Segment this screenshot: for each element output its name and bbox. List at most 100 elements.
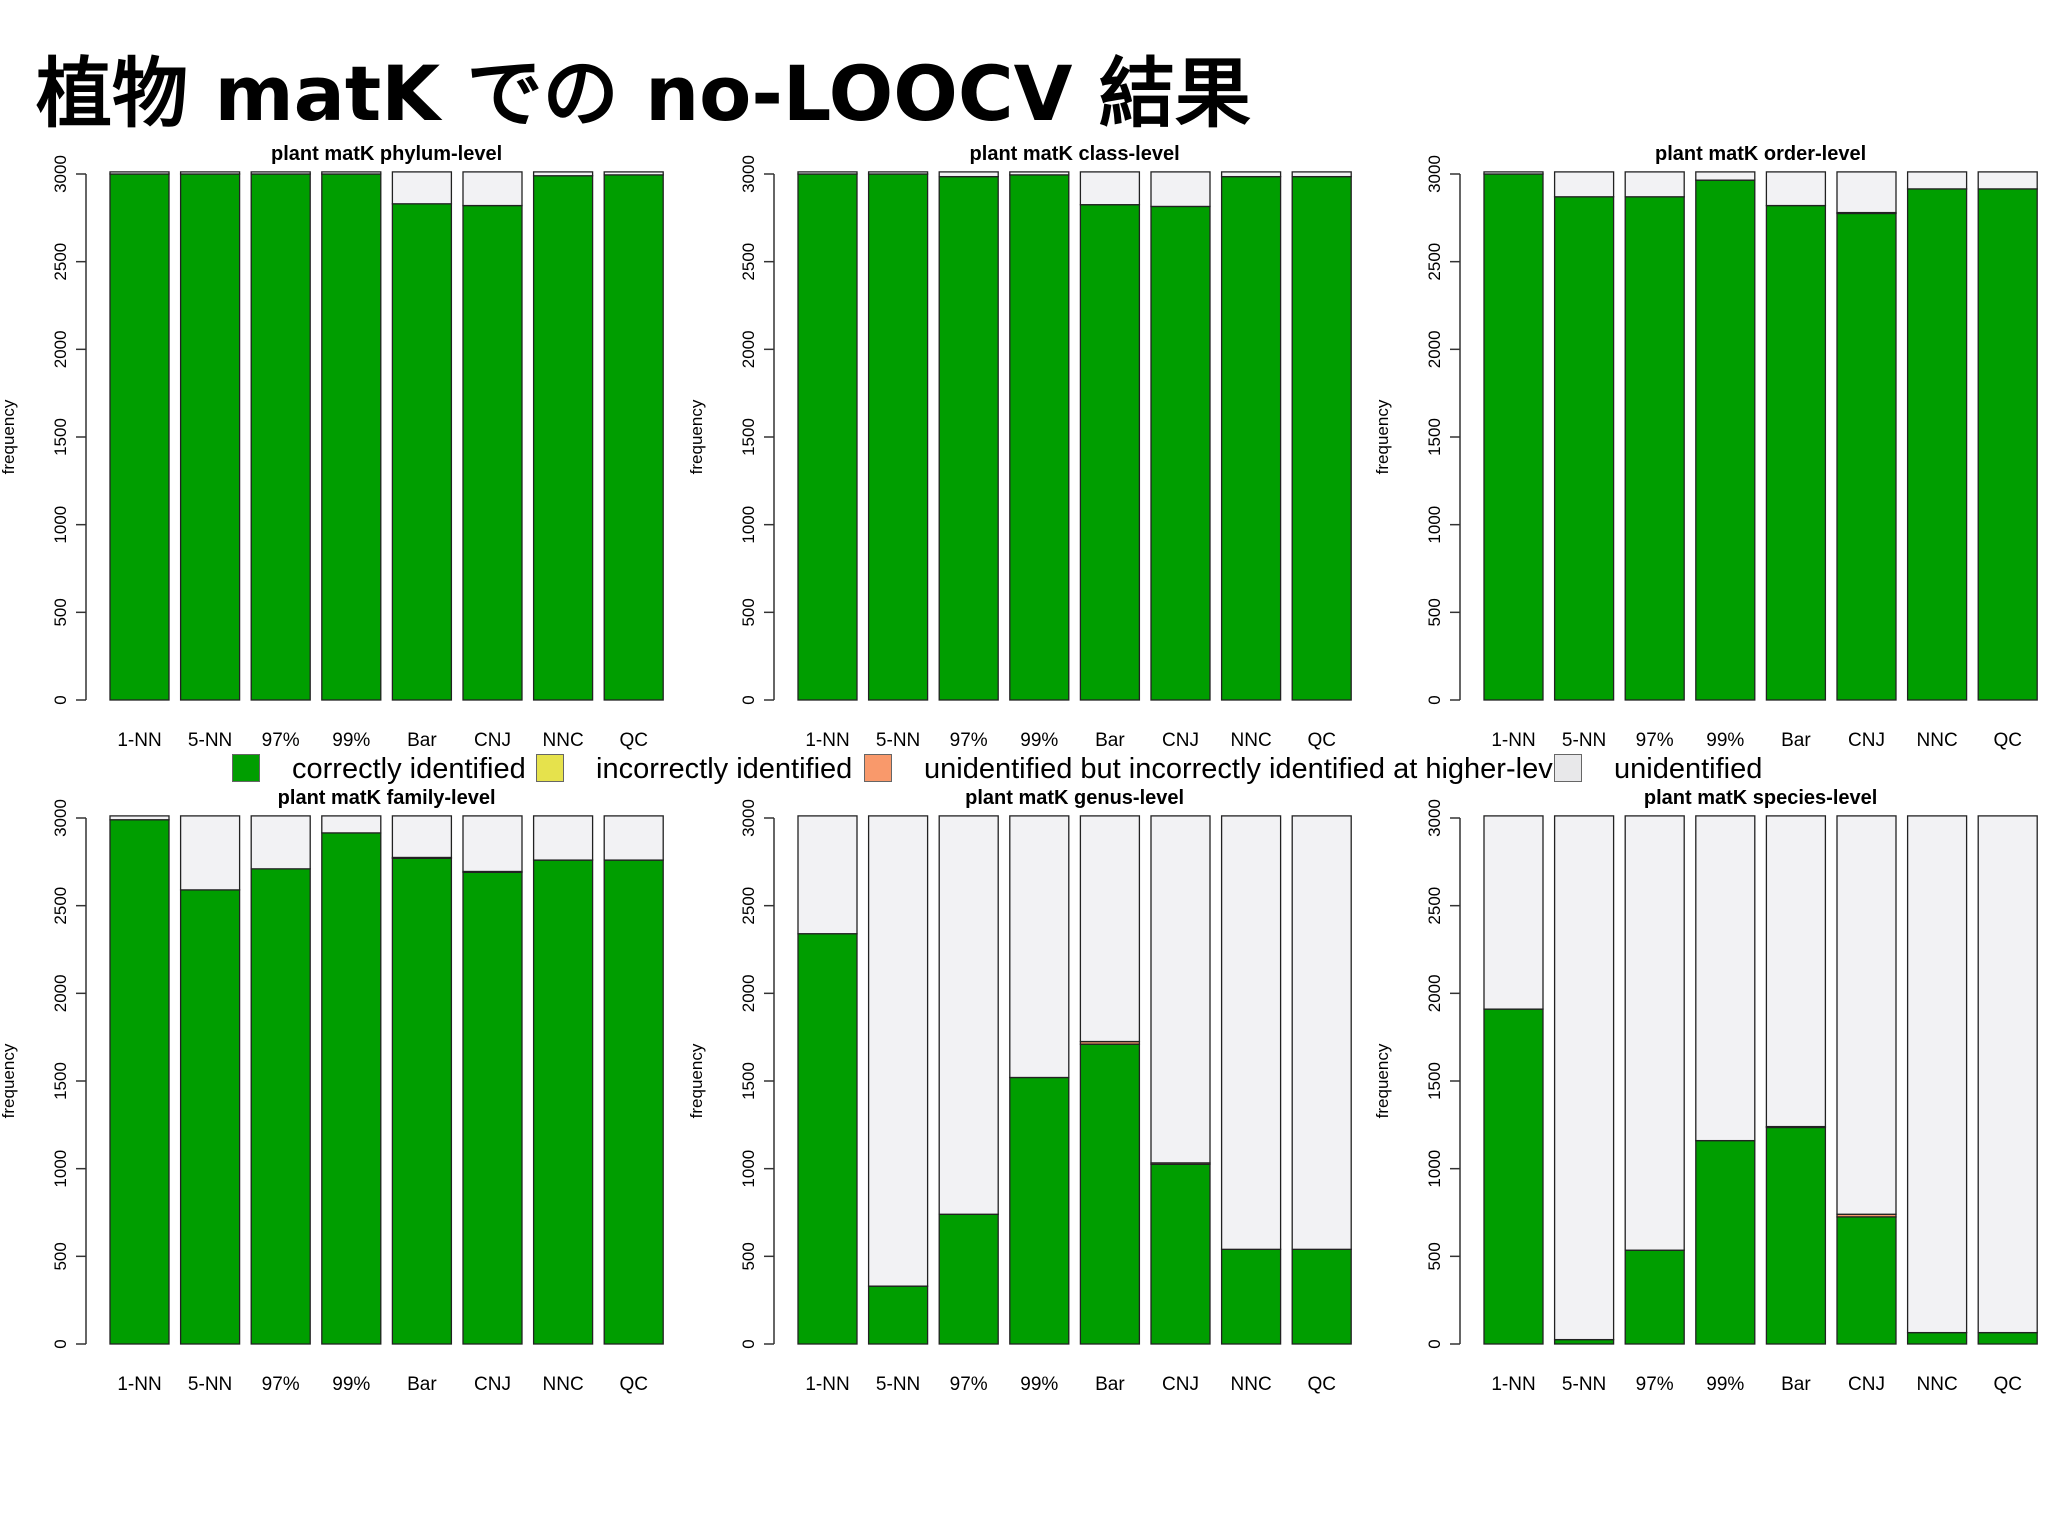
bar-unidentified [1624, 815, 1685, 1251]
y-tick-label: 0 [51, 1339, 70, 1348]
y-tick-label: 2500 [1425, 243, 1444, 281]
bar-correct [250, 868, 311, 1345]
bar-correct [938, 175, 999, 701]
x-tick-label: 1-NN [1491, 1374, 1535, 1395]
bar-correct [1553, 1338, 1615, 1345]
bar-unidentified [109, 815, 170, 821]
bar-correct [1079, 204, 1141, 701]
legend-swatch-correct [232, 754, 260, 782]
bar-unidentified [1765, 171, 1827, 207]
x-tick-label: Bar [407, 730, 437, 751]
y-axis-label: frequency [687, 399, 706, 474]
bar-unidentified [867, 815, 929, 1287]
bar-unidentified [250, 171, 311, 175]
y-tick-label: 500 [1425, 598, 1444, 626]
y-tick-label: 1500 [1425, 418, 1444, 456]
bar-unidentified [1220, 171, 1282, 178]
x-tick-label: 1-NN [117, 730, 161, 751]
bar-unidentified [1836, 171, 1897, 214]
legend-label-unidentified: unidentified [1614, 753, 1763, 785]
legend-swatch-unidentified [1554, 754, 1582, 782]
bar-correct [1483, 173, 1544, 701]
y-tick-label: 1000 [51, 1150, 70, 1188]
bar-correct [1695, 179, 1756, 701]
bar-correct [1906, 188, 1968, 701]
x-tick-label: 99% [1706, 1374, 1744, 1395]
bar-unidentified [1977, 171, 2038, 190]
bar-unidentified [391, 171, 453, 205]
y-tick-label: 1000 [1425, 506, 1444, 544]
x-tick-label: Bar [1095, 730, 1125, 751]
x-tick-label: 99% [1706, 730, 1744, 751]
x-tick-label: QC [619, 1374, 648, 1395]
bar-unidentified [1553, 171, 1615, 198]
bar-correct [1765, 1126, 1827, 1345]
bar-unidentified [1291, 171, 1352, 178]
y-tick-label: 500 [739, 1242, 758, 1270]
x-tick-label: 5-NN [876, 1374, 920, 1395]
bar-unidentified [603, 815, 664, 861]
bar-unidentified [797, 815, 858, 935]
y-axis-label: frequency [0, 399, 18, 474]
y-axis-label: frequency [0, 1043, 18, 1118]
bar-correct [1836, 1216, 1897, 1345]
y-tick-label: 3000 [739, 799, 758, 837]
x-tick-label: NNC [1231, 730, 1272, 751]
x-tick-label: 99% [332, 730, 370, 751]
bar-correct [1291, 1248, 1352, 1345]
legend-label-correct: correctly identified [292, 753, 526, 785]
bar-unidentified [462, 171, 523, 207]
bar-unidentified [250, 815, 311, 870]
bar-unidentified [1150, 815, 1211, 1164]
bar-unidentified [179, 815, 241, 891]
x-tick-label: 97% [1636, 730, 1674, 751]
bar-unidentified [1553, 815, 1615, 1341]
x-tick-label: Bar [407, 1374, 437, 1395]
x-tick-label: 1-NN [805, 1374, 849, 1395]
bar-unidentified [532, 815, 594, 861]
y-axis-label: frequency [687, 1043, 706, 1118]
legend-swatch-incorrect [536, 754, 564, 782]
x-tick-label: CNJ [1162, 730, 1199, 751]
bar-correct [1695, 1139, 1756, 1345]
x-tick-label: NNC [543, 730, 584, 751]
y-tick-label: 0 [739, 695, 758, 704]
y-tick-label: 1500 [51, 1062, 70, 1100]
y-tick-label: 0 [51, 695, 70, 704]
y-tick-label: 3000 [1425, 799, 1444, 837]
y-tick-label: 500 [1425, 1242, 1444, 1270]
bar-unidentified [1695, 171, 1756, 181]
x-tick-label: QC [1307, 1374, 1336, 1395]
x-tick-label: QC [619, 730, 648, 751]
x-tick-label: Bar [1781, 730, 1811, 751]
y-axis-label: frequency [1373, 399, 1392, 474]
bar-correct [109, 819, 170, 1345]
chart-panel-6: plant matK species-level frequency 0 500 100… [1373, 787, 2038, 1395]
y-tick-label: 3000 [51, 155, 70, 193]
bar-correct [1624, 1249, 1685, 1345]
y-tick-label: 1000 [51, 506, 70, 544]
y-tick-label: 3000 [51, 799, 70, 837]
bar-unidentified [1079, 815, 1141, 1043]
y-tick-label: 2000 [51, 330, 70, 368]
bar-correct [1836, 212, 1897, 701]
bar-unidentified [1836, 815, 1897, 1215]
bar-unidentified [1624, 171, 1685, 198]
y-tick-label: 1500 [1425, 1062, 1444, 1100]
bar-correct [1220, 1248, 1282, 1345]
bar-correct [250, 173, 311, 701]
bar-unidentified [1220, 815, 1282, 1250]
y-tick-label: 3000 [1425, 155, 1444, 193]
bar-correct [1977, 1331, 2038, 1345]
y-tick-label: 500 [51, 598, 70, 626]
y-tick-label: 0 [1425, 695, 1444, 704]
legend-swatch-higher-level [864, 754, 892, 782]
x-tick-label: 97% [950, 1374, 988, 1395]
bar-correct [1765, 204, 1827, 701]
bar-unidentified [179, 171, 241, 175]
y-tick-label: 2000 [51, 974, 70, 1012]
bar-correct [1553, 196, 1615, 701]
bar-unidentified [1483, 171, 1544, 175]
bar-unidentified [1009, 171, 1070, 176]
